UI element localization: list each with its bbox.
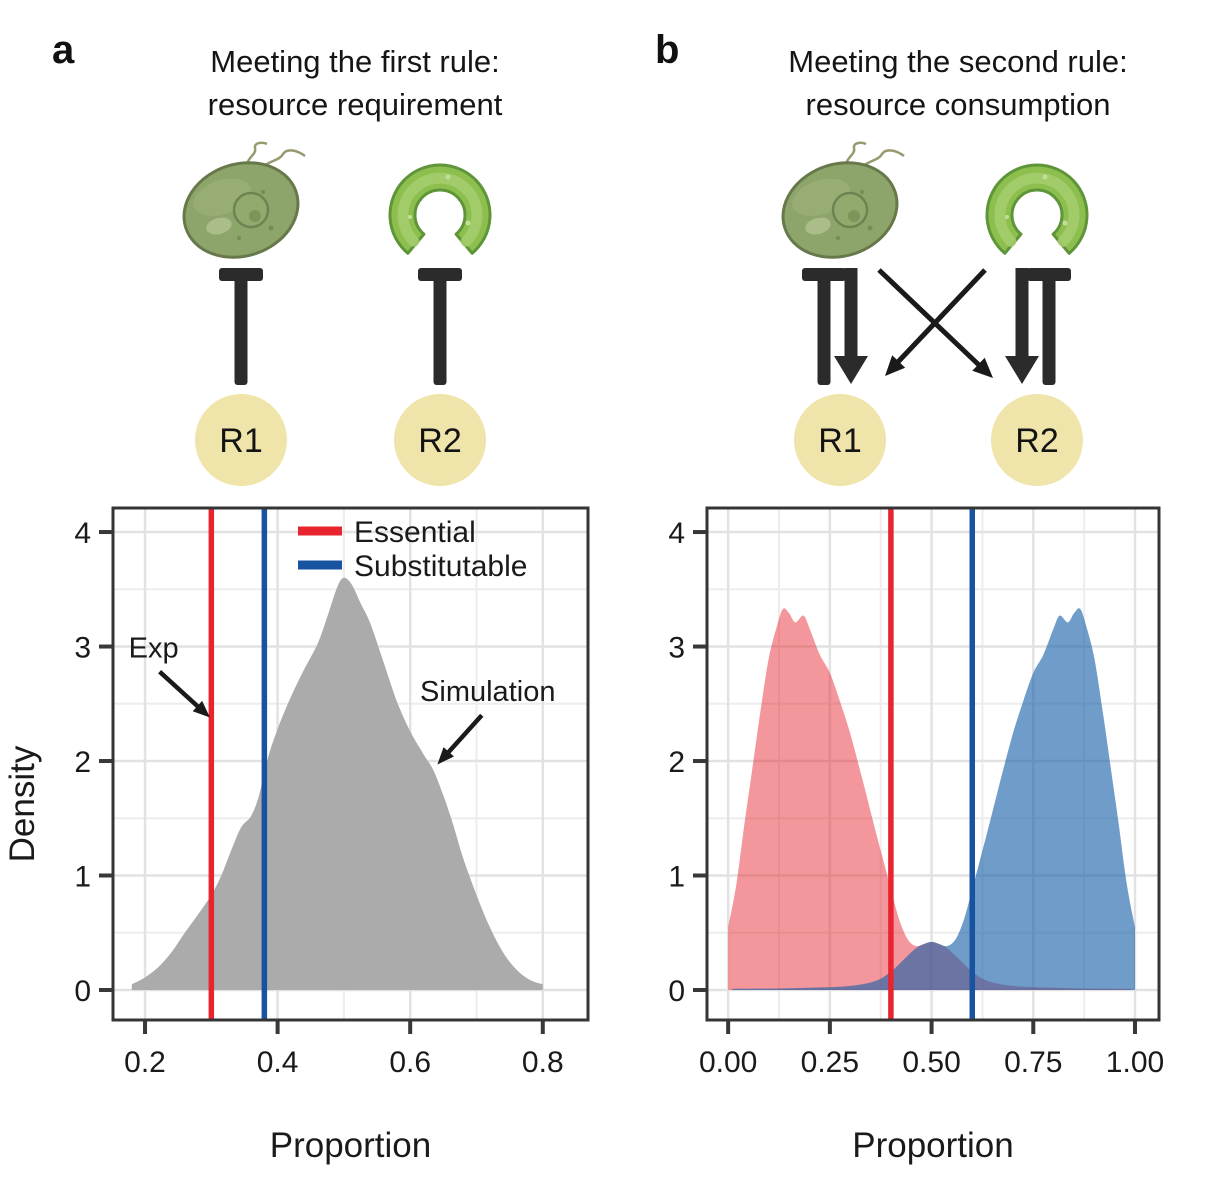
panel-title-b-line1: Meeting the second rule:	[788, 44, 1128, 79]
resource-label-r1: R1	[818, 422, 861, 460]
resource-circle-r2	[394, 394, 486, 486]
panel-label-a: a	[52, 28, 75, 72]
inhibition-tbar-icon	[219, 268, 263, 385]
resource-circle-r2	[991, 394, 1083, 486]
axes: 0.00 0.25 0.50 0.75 1.00 0 1 2 3 4	[668, 517, 1164, 1079]
x-tick-label: 0.50	[902, 1046, 960, 1079]
svg-text:Exp: Exp	[129, 633, 179, 665]
legend-label: Essential	[354, 516, 476, 549]
panel-b: b Meeting the second rule: resource cons…	[603, 0, 1206, 1196]
panel-title-b-line2: resource consumption	[805, 87, 1111, 122]
x-tick-label: 0.4	[257, 1046, 299, 1079]
flagellate-alga-icon	[170, 141, 312, 274]
y-tick-label: 1	[74, 861, 91, 894]
diagram-a: R1 R2	[170, 141, 603, 486]
consumption-arrow-icon	[834, 268, 868, 384]
resource-label-r2: R2	[418, 422, 461, 460]
y-tick-label: 2	[668, 746, 685, 779]
consumption-arrow-icon	[1005, 268, 1039, 384]
resource-label-r1: R1	[219, 422, 262, 460]
plot-border	[705, 506, 1161, 1022]
axes: 0.2 0.4 0.6 0.8 0 1 2 3 4	[74, 517, 563, 1079]
panel-a: a Meeting the first rule: resource requi…	[3, 28, 603, 1165]
cross-arrow-crescent-to-r1	[885, 268, 987, 376]
y-tick-label: 2	[74, 746, 91, 779]
crescent-alga-icon	[987, 165, 1087, 253]
panel-title-a-line1: Meeting the first rule:	[210, 44, 500, 79]
y-tick-label: 0	[74, 975, 91, 1008]
density-plot-b: 0.00 0.25 0.50 0.75 1.00 0 1 2 3 4 Proportion	[668, 506, 1164, 1165]
resource-circle-r1	[794, 394, 886, 486]
inhibition-tbar-icon	[418, 268, 462, 385]
crescent-alga-icon	[390, 165, 490, 253]
y-tick-label: 1	[668, 861, 685, 894]
density-area-substitutable	[732, 608, 1135, 990]
y-tick-label: 3	[668, 632, 685, 665]
y-tick-label: 4	[74, 517, 91, 550]
x-tick-label: 0.2	[124, 1046, 166, 1079]
x-tick-label: 0.25	[801, 1046, 859, 1079]
x-axis-title: Proportion	[852, 1126, 1013, 1165]
x-tick-label: 0.75	[1004, 1046, 1062, 1079]
resource-label-r2: R2	[1015, 422, 1058, 460]
x-tick-label: 1.00	[1106, 1046, 1164, 1079]
diagram-b: R1 R2	[769, 141, 1206, 486]
y-tick-label: 4	[668, 517, 685, 550]
density-plot-a: 0.2 0.4 0.6 0.8 0 1 2 3 4 Proportion Density Essent…	[3, 506, 590, 1165]
panel-title-a: Meeting the first rule: resource require…	[120, 40, 590, 126]
legend-label: Substitutable	[354, 550, 527, 583]
x-axis-title: Proportion	[270, 1126, 431, 1165]
plot-border	[111, 506, 590, 1022]
panel-label-b: b	[655, 28, 680, 72]
x-tick-label: 0.8	[522, 1046, 564, 1079]
density-area-simulation	[131, 577, 543, 990]
svg-text:Simulation: Simulation	[420, 676, 555, 708]
density-area-essential	[728, 608, 1131, 990]
panel-title-b: Meeting the second rule: resource consum…	[723, 40, 1193, 126]
y-tick-label: 0	[668, 975, 685, 1008]
y-axis-title: Density	[3, 745, 42, 862]
x-tick-label: 0.00	[699, 1046, 757, 1079]
panel-title-a-line2: resource requirement	[207, 87, 503, 122]
annotation-simulation: Simulation	[420, 676, 555, 765]
flagellate-alga-icon	[769, 141, 911, 274]
inhibition-tbar-icon	[802, 268, 846, 385]
cross-arrow-flagellate-to-r2	[877, 268, 993, 378]
y-tick-label: 3	[74, 632, 91, 665]
annotation-exp: Exp	[129, 633, 210, 718]
gridlines	[707, 508, 1159, 1020]
inhibition-tbar-icon	[1027, 268, 1071, 385]
x-tick-label: 0.6	[389, 1046, 431, 1079]
resource-circle-r1	[195, 394, 287, 486]
